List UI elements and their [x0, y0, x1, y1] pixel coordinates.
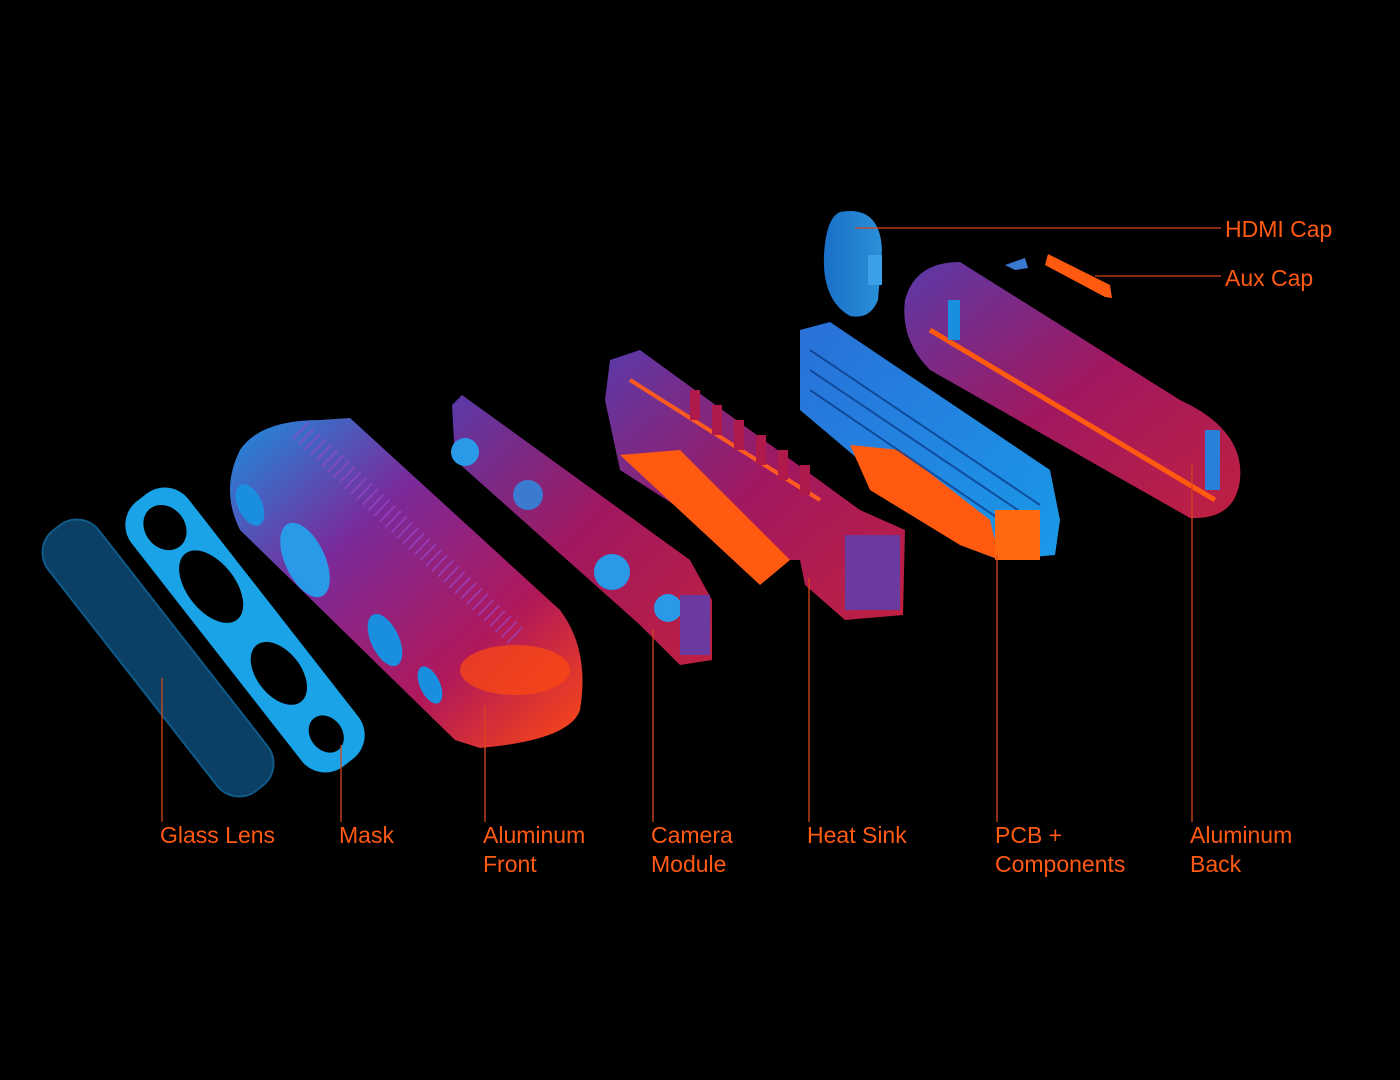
label-pcb-components: PCB + Components	[995, 821, 1125, 879]
label-glass-lens: Glass Lens	[160, 821, 275, 850]
label-line: PCB +	[995, 822, 1063, 848]
hdmi-cap-part	[823, 211, 882, 317]
label-line: Glass Lens	[160, 822, 276, 848]
label-hdmi-cap: HDMI Cap	[1225, 215, 1332, 244]
aluminum-front-part	[230, 418, 583, 748]
label-mask: Mask	[339, 821, 394, 850]
heat-sink-part	[605, 350, 905, 620]
label-aluminum-front: Aluminum Front	[483, 821, 585, 879]
aux-cap-part	[1005, 254, 1112, 298]
label-line: Front	[483, 851, 537, 877]
label-aux-cap: Aux Cap	[1225, 264, 1313, 293]
label-aluminum-back: Aluminum Back	[1190, 821, 1292, 879]
label-line: Components	[995, 851, 1126, 877]
label-line: Aluminum	[483, 822, 586, 848]
label-camera-module: Camera Module	[651, 821, 733, 879]
label-heat-sink: Heat Sink	[807, 821, 907, 850]
label-line: Mask	[339, 822, 394, 848]
label-line: Aluminum	[1190, 822, 1293, 848]
label-line: Heat Sink	[807, 822, 907, 848]
aluminum-back-part	[904, 262, 1241, 519]
mask-part	[125, 487, 365, 773]
camera-module-part	[451, 395, 712, 665]
label-line: Module	[651, 851, 727, 877]
label-line: HDMI Cap	[1225, 216, 1333, 242]
leader-lines	[161, 227, 1221, 822]
glass-lens-part	[41, 518, 275, 798]
pcb-components-part	[800, 322, 1060, 560]
label-line: Aux Cap	[1225, 265, 1314, 291]
label-line: Camera	[651, 822, 733, 848]
label-line: Back	[1190, 851, 1242, 877]
